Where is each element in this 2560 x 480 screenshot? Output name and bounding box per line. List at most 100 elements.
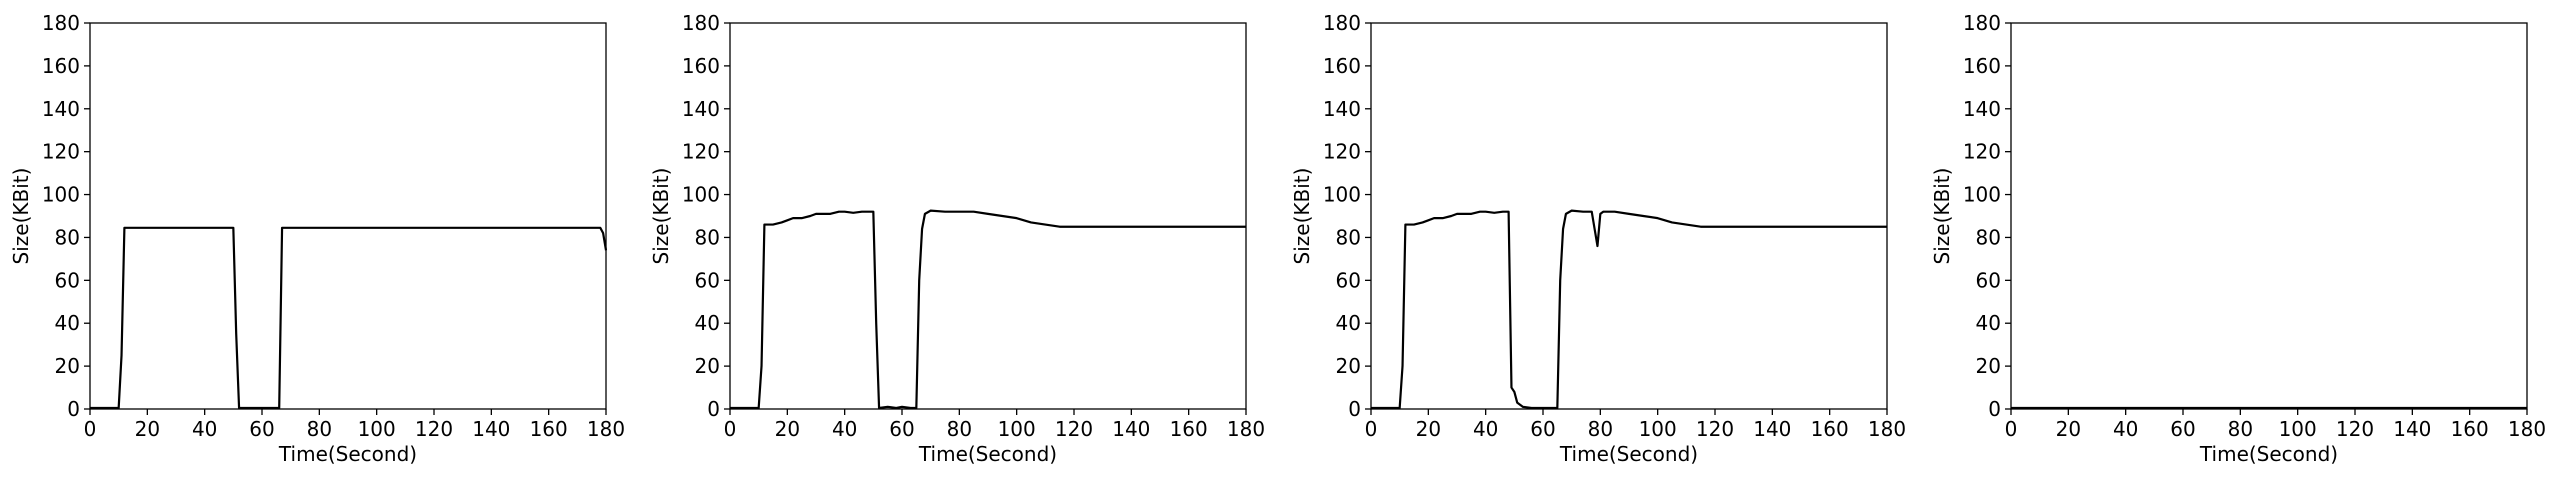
x-tick-label: 160 (2451, 417, 2489, 441)
x-tick-label: 80 (307, 417, 332, 441)
x-tick-label: 120 (415, 417, 453, 441)
y-tick-label: 80 (695, 225, 720, 249)
y-tick-label: 140 (42, 97, 80, 121)
y-tick-label: 20 (1976, 354, 2001, 378)
y-tick-label: 100 (42, 183, 80, 207)
y-tick-label: 80 (1336, 225, 1361, 249)
y-tick-label: 160 (42, 54, 80, 78)
y-tick-label: 20 (695, 354, 720, 378)
y-tick-label: 120 (1963, 140, 2001, 164)
x-tick-label: 80 (947, 417, 972, 441)
y-tick-label: 180 (1323, 11, 1361, 35)
series-line-1 (90, 226, 608, 410)
chart-panel-1: 0 20 40 60 80 100 120 140 160 180 0 20 40 60 80 100 120 1… (9, 11, 625, 466)
y-tick-label: 60 (55, 268, 80, 292)
y-tick-label: 100 (1963, 183, 2001, 207)
y-tick-label: 20 (55, 354, 80, 378)
x-tick-label: 60 (2170, 417, 2195, 441)
y-tick-label: 0 (707, 397, 720, 421)
y-axis-title: Size(KBit) (649, 168, 673, 265)
y-tick-label: 20 (1336, 354, 1361, 378)
y-tick-label: 80 (1976, 225, 2001, 249)
series-line-1 (1371, 209, 1887, 410)
x-tick-label: 40 (2113, 417, 2138, 441)
chart-panel-4: 0 20 40 60 80 100 120 140 160 180 0 20 40 60 80 100 120 1… (1930, 11, 2546, 466)
x-tick-label: 180 (587, 417, 625, 441)
x-tick-label: 120 (1696, 417, 1734, 441)
x-axis-title: Time(Second) (918, 442, 1057, 466)
x-tick-label: 0 (1365, 417, 1378, 441)
x-tick-label: 0 (84, 417, 97, 441)
x-tick-label: 140 (2393, 417, 2431, 441)
x-tick-label: 0 (724, 417, 737, 441)
plot-frame (89, 22, 607, 410)
y-tick-label: 140 (1963, 97, 2001, 121)
y-tick-label: 160 (1323, 54, 1361, 78)
x-tick-label: 140 (1112, 417, 1150, 441)
x-tick-label: 160 (530, 417, 568, 441)
y-tick-label: 40 (55, 311, 80, 335)
x-tick-label: 100 (1639, 417, 1677, 441)
y-tick-label: 100 (682, 183, 720, 207)
y-tick-label: 180 (1963, 11, 2001, 35)
y-axis-title: Size(KBit) (1930, 168, 1954, 265)
y-tick-label: 180 (682, 11, 720, 35)
x-tick-label: 60 (249, 417, 274, 441)
x-tick-label: 160 (1170, 417, 1208, 441)
x-tick-label: 20 (2056, 417, 2081, 441)
x-axis-title: Time(Second) (1559, 442, 1698, 466)
x-tick-label: 120 (2336, 417, 2374, 441)
x-tick-label: 100 (2279, 417, 2317, 441)
y-tick-label: 0 (1348, 397, 1361, 421)
x-tick-label: 20 (775, 417, 800, 441)
y-axis-title: Size(KBit) (1290, 168, 1314, 265)
y-tick-label: 120 (42, 140, 80, 164)
y-axis-title: Size(KBit) (9, 168, 33, 265)
y-tick-label: 120 (682, 140, 720, 164)
y-tick-label: 100 (1323, 183, 1361, 207)
x-tick-label: 100 (998, 417, 1036, 441)
x-tick-label: 0 (2005, 417, 2018, 441)
y-tick-label: 140 (1323, 97, 1361, 121)
chart-panel-3: 0 20 40 60 80 100 120 140 160 180 0 20 40 60 80 100 120 1… (1290, 11, 1906, 466)
chart-panel-2: 0 20 40 60 80 100 120 140 160 180 0 20 40 60 80 100 120 1… (649, 11, 1265, 466)
x-tick-label: 100 (358, 417, 396, 441)
x-tick-label: 80 (2228, 417, 2253, 441)
x-tick-label: 140 (1753, 417, 1791, 441)
plot-frame (1370, 22, 1888, 410)
y-tick-label: 40 (1336, 311, 1361, 335)
x-tick-label: 120 (1055, 417, 1093, 441)
x-tick-label: 20 (135, 417, 160, 441)
plot-frame (2010, 22, 2528, 410)
y-tick-label: 60 (1336, 268, 1361, 292)
x-tick-label: 60 (1530, 417, 1555, 441)
y-tick-label: 120 (1323, 140, 1361, 164)
y-tick-label: 180 (42, 11, 80, 35)
x-tick-label: 80 (1588, 417, 1613, 441)
x-tick-label: 180 (1227, 417, 1265, 441)
x-axis-title: Time(Second) (278, 442, 417, 466)
x-tick-label: 40 (192, 417, 217, 441)
x-tick-label: 180 (2508, 417, 2546, 441)
y-tick-label: 140 (682, 97, 720, 121)
y-tick-label: 40 (1976, 311, 2001, 335)
plot-frame (729, 22, 1247, 410)
x-tick-label: 140 (472, 417, 510, 441)
y-tick-label: 40 (695, 311, 720, 335)
x-tick-label: 40 (1473, 417, 1498, 441)
y-tick-label: 80 (55, 225, 80, 249)
x-tick-label: 160 (1811, 417, 1849, 441)
x-axis-title: Time(Second) (2199, 442, 2338, 466)
x-tick-label: 60 (889, 417, 914, 441)
x-tick-label: 20 (1416, 417, 1441, 441)
x-tick-label: 40 (832, 417, 857, 441)
y-tick-label: 160 (1963, 54, 2001, 78)
y-tick-label: 0 (1988, 397, 2001, 421)
series-line-1 (730, 209, 1246, 410)
x-tick-label: 180 (1868, 417, 1906, 441)
y-tick-label: 60 (1976, 268, 2001, 292)
y-tick-label: 0 (67, 397, 80, 421)
y-tick-label: 60 (695, 268, 720, 292)
y-tick-label: 160 (682, 54, 720, 78)
